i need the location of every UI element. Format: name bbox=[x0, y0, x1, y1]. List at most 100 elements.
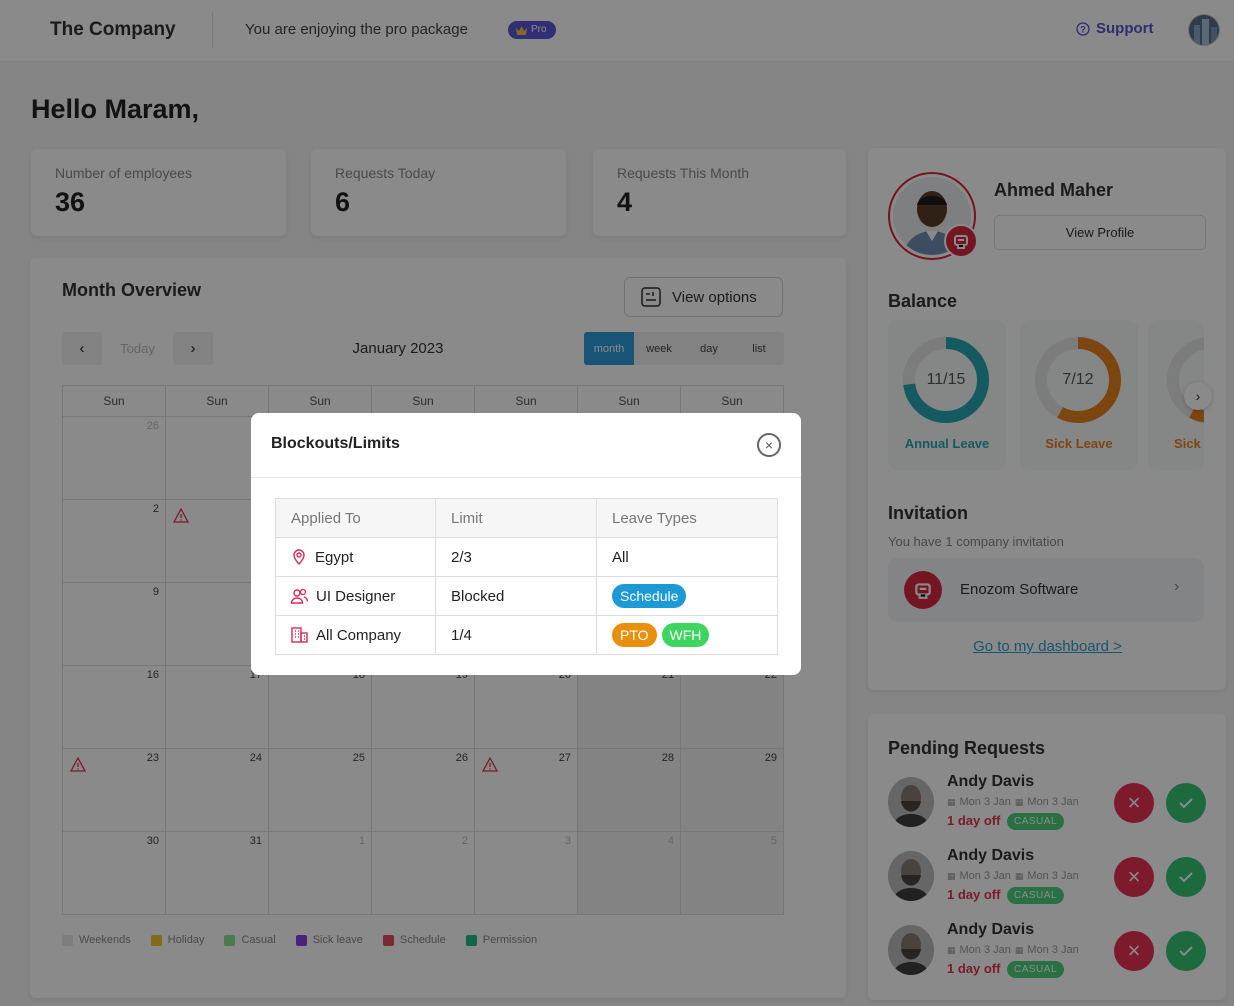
balance-value: 7/12 bbox=[1062, 371, 1094, 388]
stat-value: 6 bbox=[335, 187, 351, 217]
chevron-left-icon: ‹ bbox=[79, 340, 85, 357]
requester-name: Andy Davis bbox=[947, 921, 1035, 938]
weekday-header: Sun bbox=[577, 385, 681, 417]
reject-button[interactable]: × bbox=[1114, 931, 1154, 971]
approve-button[interactable] bbox=[1166, 931, 1206, 971]
invitation-title: Invitation bbox=[888, 503, 968, 523]
limit-cell: 2/3 bbox=[435, 537, 597, 577]
view-list-button[interactable]: list bbox=[752, 342, 766, 355]
user-avatar[interactable] bbox=[1188, 14, 1220, 46]
leave-type-badge: WFH bbox=[661, 623, 710, 647]
calendar-day[interactable]: 9 bbox=[62, 582, 166, 666]
profile-card: Ahmed Maher View Profile Balance 11/15 A… bbox=[868, 148, 1226, 690]
legend-swatch bbox=[382, 934, 394, 946]
calendar-day[interactable]: 25 bbox=[268, 748, 372, 832]
company-name: The Company bbox=[50, 19, 176, 40]
calendar-day[interactable]: 2 bbox=[62, 499, 166, 583]
support-link[interactable]: ? Support bbox=[1076, 20, 1154, 37]
leave-type-text: All bbox=[612, 548, 629, 566]
invitation-subtitle: You have 1 company invitation bbox=[888, 534, 1064, 549]
pro-badge: Pro bbox=[508, 21, 556, 39]
weekday-row: Sun Sun Sun Sun Sun Sun Sun bbox=[62, 385, 784, 417]
applied-to-label: All Company bbox=[316, 626, 402, 644]
requester-name: Andy Davis bbox=[947, 773, 1035, 790]
applied-to-label: Egypt bbox=[315, 548, 354, 566]
calendar-day[interactable]: 26 bbox=[371, 748, 475, 832]
balance-label: Annual Leave bbox=[904, 436, 990, 451]
weekday-header: Sun bbox=[165, 385, 269, 417]
calendar-day[interactable]: 30 bbox=[62, 831, 166, 915]
profile-photo bbox=[888, 172, 976, 260]
view-profile-button[interactable]: View Profile bbox=[994, 215, 1206, 250]
stat-label: Requests This Month bbox=[617, 165, 750, 181]
request-type-badge: CASUAL bbox=[1007, 887, 1065, 904]
calendar-day[interactable]: 28 bbox=[577, 748, 681, 832]
calendar-day[interactable]: 3 bbox=[474, 831, 578, 915]
crown-icon bbox=[516, 25, 527, 35]
close-icon: × bbox=[1127, 790, 1141, 815]
leave-types-cell: All bbox=[596, 537, 778, 577]
support-label: Support bbox=[1096, 20, 1154, 37]
applied-to-label: UI Designer bbox=[316, 587, 396, 605]
calendar-icon: ▦ bbox=[947, 796, 956, 807]
requester-name: Andy Davis bbox=[947, 847, 1035, 864]
svg-text:?: ? bbox=[1080, 24, 1086, 34]
close-icon: × bbox=[764, 437, 774, 453]
invitation-company: Enozom Software bbox=[960, 581, 1079, 598]
dashboard-link[interactable]: Go to my dashboard > bbox=[973, 638, 1122, 655]
calendar-day[interactable]: 20 bbox=[474, 665, 578, 749]
weekday-header: Sun bbox=[680, 385, 784, 417]
weekday-header: Sun bbox=[474, 385, 578, 417]
approve-button[interactable] bbox=[1166, 783, 1206, 823]
calendar-day[interactable]: 31 bbox=[165, 831, 269, 915]
stat-label: Requests Today bbox=[335, 165, 436, 181]
prev-month-button[interactable]: ‹ bbox=[62, 332, 102, 365]
approve-button[interactable] bbox=[1166, 857, 1206, 897]
view-day-button[interactable]: day bbox=[700, 342, 718, 355]
request-type-badge: CASUAL bbox=[1007, 961, 1065, 978]
next-month-button[interactable]: › bbox=[173, 332, 213, 365]
calendar-icon: ▦ bbox=[1014, 944, 1024, 955]
balance-next-button[interactable]: › bbox=[1184, 382, 1212, 410]
today-button[interactable]: Today bbox=[120, 341, 155, 356]
view-week-button[interactable]: week bbox=[646, 342, 672, 355]
view-options-button[interactable]: View options bbox=[624, 277, 783, 317]
calendar-day[interactable]: 1 bbox=[268, 831, 372, 915]
package-text: You are enjoying the pro package bbox=[245, 21, 468, 38]
help-circle-icon: ? bbox=[1076, 21, 1090, 36]
view-month-button[interactable]: month bbox=[584, 332, 634, 365]
calendar-day[interactable]: 5 bbox=[680, 831, 784, 915]
calendar-day[interactable]: 16 bbox=[62, 665, 166, 749]
warning-icon bbox=[70, 757, 86, 772]
calendar-day[interactable]: 2 bbox=[371, 831, 475, 915]
stat-label: Number of employees bbox=[55, 165, 192, 181]
sick-ring-partial bbox=[1167, 337, 1204, 423]
invitation-item[interactable]: Enozom Software › bbox=[888, 558, 1204, 622]
request-duration: 1 day off bbox=[947, 961, 1001, 976]
applied-to-cell: Egypt bbox=[275, 537, 436, 577]
reject-button[interactable]: × bbox=[1114, 783, 1154, 823]
calendar-day[interactable]: 18 bbox=[268, 665, 372, 749]
calendar-day[interactable]: 29 bbox=[680, 748, 784, 832]
request-type-badge: CASUAL bbox=[1007, 813, 1065, 830]
calendar-day[interactable]: 4 bbox=[577, 831, 681, 915]
calendar-day[interactable]: 23 bbox=[62, 748, 166, 832]
weekday-header: Sun bbox=[371, 385, 475, 417]
chevron-right-icon: › bbox=[1195, 388, 1201, 404]
calendar-week: 23 24 25 26 27 28 29 bbox=[62, 748, 784, 832]
view-options-label: View options bbox=[672, 288, 757, 306]
calendar-icon: ▦ bbox=[947, 870, 956, 881]
calendar-icon: ▦ bbox=[947, 944, 956, 955]
legend-item: Permission bbox=[465, 934, 537, 946]
reject-button[interactable]: × bbox=[1114, 857, 1154, 897]
modal-close-button[interactable]: × bbox=[757, 433, 781, 457]
legend-item: Holiday bbox=[150, 934, 204, 946]
legend-item: Sick leave bbox=[295, 934, 363, 946]
column-header: Limit bbox=[435, 498, 597, 538]
chevron-right-icon: › bbox=[190, 340, 196, 357]
month-overview-title: Month Overview bbox=[62, 280, 202, 300]
calendar-month-label: January 2023 bbox=[352, 340, 444, 357]
legend-swatch bbox=[62, 934, 73, 946]
calendar-day[interactable]: 27 bbox=[474, 748, 578, 832]
request-dates: ▦ Mon 3 Jan ▦ Mon 3 Jan bbox=[947, 944, 1079, 956]
